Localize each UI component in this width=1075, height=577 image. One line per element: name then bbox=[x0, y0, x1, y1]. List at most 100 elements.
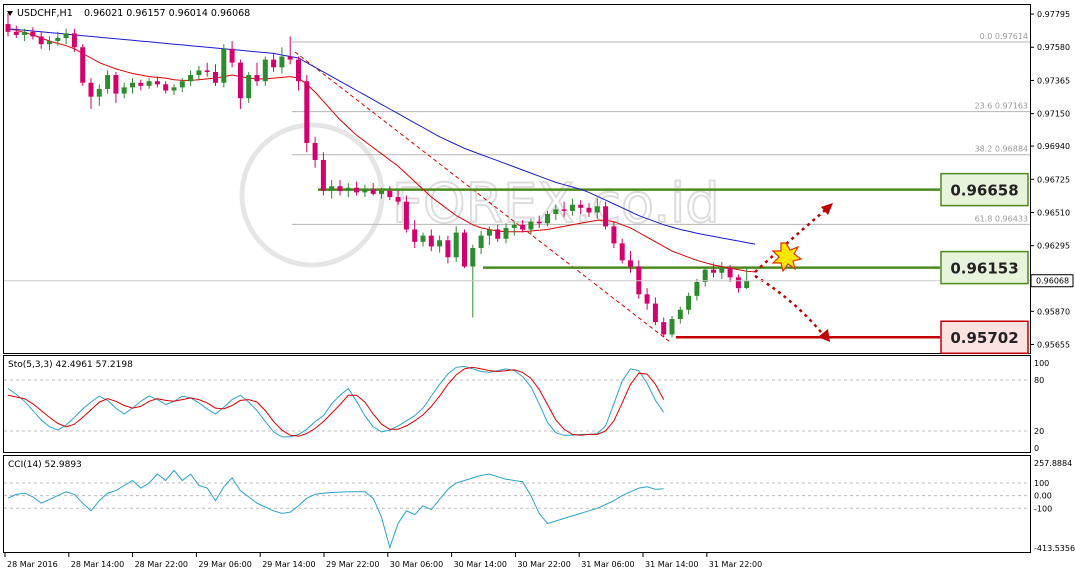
candle bbox=[30, 27, 36, 40]
candle bbox=[213, 64, 218, 86]
candle bbox=[387, 186, 393, 201]
time-tick-label: 28 Mar 22:00 bbox=[135, 560, 188, 569]
candle-body bbox=[387, 190, 393, 198]
candle-body bbox=[254, 75, 260, 82]
cci-tick-label: 0.00 bbox=[1034, 492, 1052, 501]
candle-body bbox=[96, 88, 102, 97]
candle bbox=[428, 229, 434, 252]
candle-body bbox=[611, 226, 617, 244]
candle-body bbox=[246, 75, 252, 99]
candle-body bbox=[619, 243, 625, 261]
candle-body bbox=[304, 81, 310, 143]
collapse-triangle-icon[interactable] bbox=[7, 11, 13, 16]
candle bbox=[329, 180, 335, 199]
cci-tick-label: 257.8884 bbox=[1034, 459, 1072, 468]
candle bbox=[619, 238, 625, 264]
candle bbox=[188, 70, 194, 86]
candle-body bbox=[511, 224, 517, 228]
candle-body bbox=[652, 303, 658, 323]
candle-body bbox=[586, 207, 592, 213]
candle-body bbox=[13, 31, 19, 35]
candle-body bbox=[744, 280, 750, 288]
time-tick-label: 31 Mar 14:00 bbox=[645, 560, 698, 569]
candle-body bbox=[553, 209, 559, 215]
candle bbox=[686, 292, 692, 315]
candle bbox=[727, 264, 733, 282]
candle bbox=[503, 223, 509, 244]
symbol-label: USDCHF,H1 bbox=[17, 8, 73, 19]
candle bbox=[545, 210, 550, 227]
candle bbox=[628, 251, 633, 273]
candle bbox=[345, 183, 351, 198]
price-tick-label: 0.95655 bbox=[1037, 341, 1070, 350]
candle-body bbox=[478, 235, 484, 248]
breakout-star-icon bbox=[771, 242, 803, 273]
stochastic-label: Sto(5,3,3) 42.4961 57.2198 bbox=[8, 360, 133, 370]
candle-body bbox=[412, 229, 418, 242]
candle-body bbox=[735, 277, 741, 289]
time-tick-label: 28 Mar 14:00 bbox=[71, 560, 124, 569]
candle bbox=[536, 215, 542, 228]
candle bbox=[694, 278, 700, 301]
candle bbox=[744, 266, 750, 290]
candle bbox=[38, 31, 44, 49]
fib-label-3: 61.8 0.96433 bbox=[975, 214, 1028, 223]
candle-body bbox=[536, 221, 542, 224]
candle bbox=[420, 232, 426, 247]
time-tick-label: 29 Mar 14:00 bbox=[262, 560, 315, 569]
candle bbox=[312, 136, 318, 168]
level-box-label-support: 0.96153 bbox=[950, 260, 1018, 278]
forecast-down-arrow bbox=[754, 274, 827, 339]
level-box-resistance[interactable] bbox=[940, 172, 1029, 207]
candle-body bbox=[196, 70, 202, 76]
candle bbox=[113, 71, 119, 103]
forecast-up-arrow bbox=[754, 205, 831, 273]
candle bbox=[661, 317, 667, 338]
candle-body bbox=[221, 48, 227, 83]
level-box-support[interactable] bbox=[940, 250, 1029, 285]
candle-body bbox=[88, 82, 94, 97]
level-box-target[interactable] bbox=[940, 320, 1029, 354]
trendline[interactable] bbox=[294, 51, 671, 343]
candle-body bbox=[661, 322, 667, 335]
candle bbox=[63, 28, 69, 45]
candle bbox=[412, 220, 418, 248]
candle-body bbox=[63, 33, 69, 38]
candle bbox=[163, 81, 169, 94]
candle-body bbox=[154, 81, 160, 85]
candle-body bbox=[420, 235, 426, 242]
candle bbox=[105, 70, 111, 94]
candle bbox=[55, 31, 61, 46]
candle-body bbox=[80, 47, 86, 83]
candle-body bbox=[677, 309, 683, 320]
candle-body bbox=[379, 190, 384, 194]
candle bbox=[652, 297, 658, 326]
price-tick-label: 0.97150 bbox=[1037, 110, 1070, 119]
price-tick-label: 0.97580 bbox=[1037, 43, 1070, 52]
price-tick-label: 0.96725 bbox=[1037, 175, 1070, 184]
moving-averages bbox=[7, 28, 756, 273]
candle bbox=[121, 82, 127, 99]
stoch-signal-line bbox=[7, 366, 665, 437]
candle-body bbox=[105, 75, 111, 89]
candle-body bbox=[121, 87, 127, 94]
candle-body bbox=[362, 189, 368, 193]
candle bbox=[171, 84, 177, 96]
candle bbox=[735, 274, 741, 293]
candle-body bbox=[569, 204, 575, 211]
candle bbox=[370, 183, 376, 196]
candle bbox=[88, 78, 94, 110]
ma-fast-line bbox=[7, 28, 756, 273]
candle bbox=[379, 187, 384, 199]
candle bbox=[611, 221, 617, 248]
stoch-tick-label: 80 bbox=[1034, 376, 1044, 385]
watermark-globe-icon bbox=[239, 122, 385, 268]
candle bbox=[80, 44, 86, 86]
candle bbox=[354, 181, 360, 196]
candle-body bbox=[30, 31, 36, 37]
candle bbox=[279, 47, 285, 74]
candle bbox=[221, 44, 227, 88]
candle bbox=[486, 226, 492, 245]
candle bbox=[229, 41, 235, 68]
current-price-box bbox=[1030, 274, 1074, 288]
